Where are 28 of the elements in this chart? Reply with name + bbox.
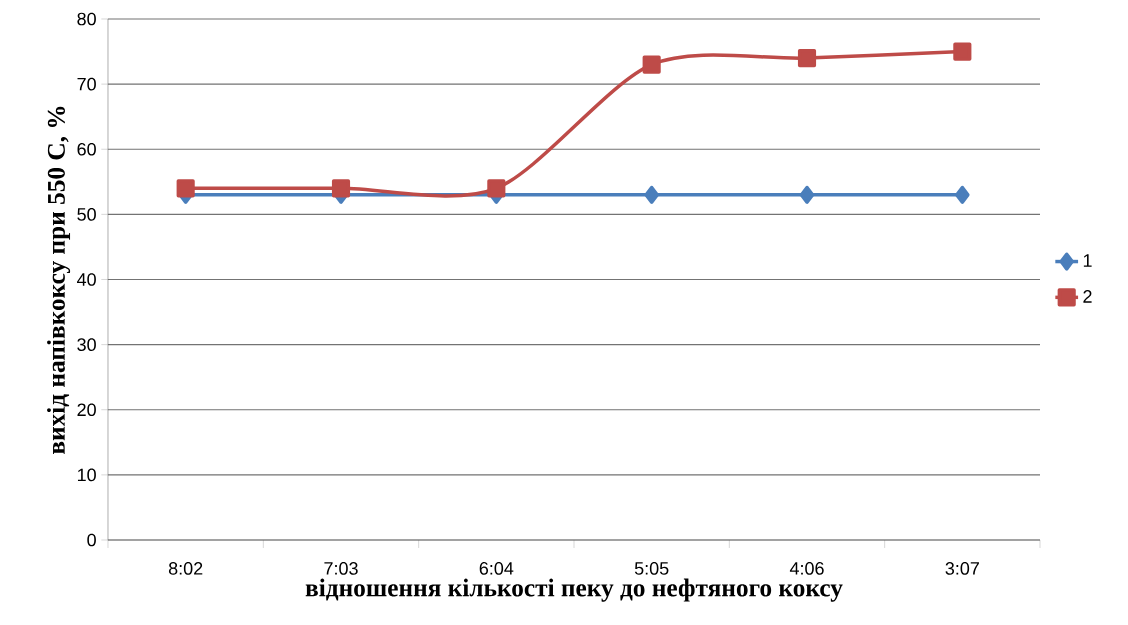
- y-tick-label: 60: [77, 142, 96, 156]
- point: [642, 55, 661, 74]
- legend-label: 1: [1083, 254, 1092, 267]
- y-tick-label: 70: [77, 77, 96, 91]
- point: [176, 179, 195, 198]
- point: [644, 185, 659, 204]
- x-axis-title: відношення кількості пеку до нефтяного коксу: [305, 578, 843, 602]
- x-tick-label: 7:03: [324, 562, 358, 575]
- y-tick-label: 0: [87, 533, 96, 547]
- y-tick-label: 10: [77, 468, 96, 482]
- point: [487, 179, 506, 198]
- point: [955, 185, 970, 204]
- y-tick-label: 50: [77, 208, 96, 221]
- x-tick-label: 5:05: [634, 562, 669, 575]
- point: [797, 49, 817, 68]
- y-tick-label: 40: [77, 273, 96, 286]
- x-tick-label: 4:06: [789, 562, 824, 575]
- point: [799, 185, 815, 204]
- point: [331, 179, 351, 198]
- x-tick-label: 8:02: [168, 562, 203, 575]
- y-tick-label: 20: [77, 403, 96, 417]
- point: [953, 42, 972, 61]
- x-tick-label: 6:04: [479, 562, 514, 575]
- y-tick-label: 30: [77, 338, 96, 351]
- x-tick-label: 3:07: [945, 562, 979, 575]
- y-axis-title: вихід напівкоксу при 550 С, %: [47, 106, 71, 455]
- legend-label: 2: [1083, 290, 1092, 303]
- y-tick-label: 80: [77, 12, 96, 26]
